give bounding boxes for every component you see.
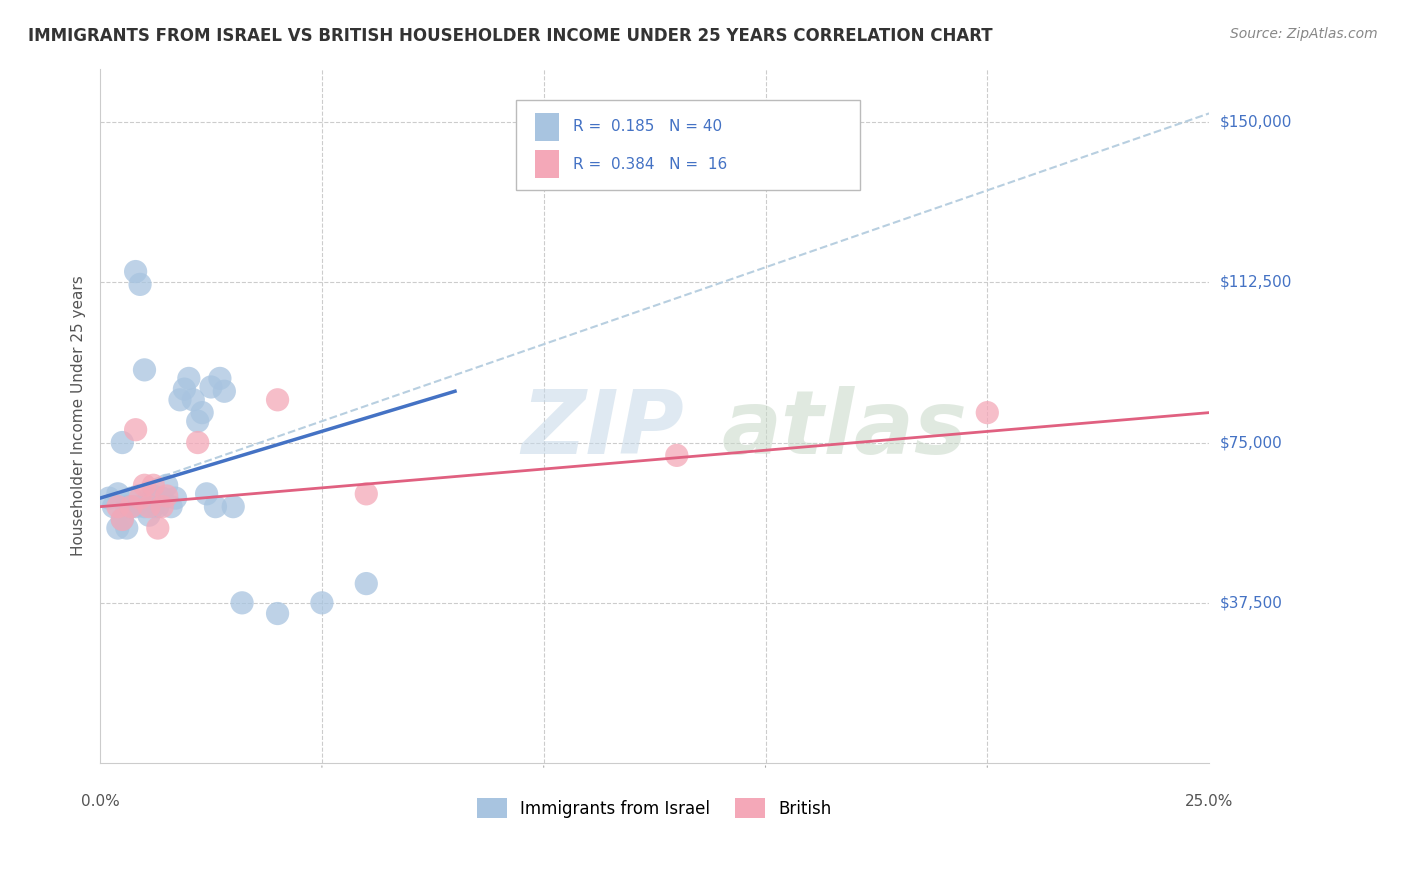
Point (120, 491, 142, 505)
Text: R =  0.384   N =  16: R = 0.384 N = 16 (572, 157, 727, 172)
Point (107, 521, 129, 535)
Point (142, 489, 165, 503)
Point (98, 491, 121, 505)
Point (146, 521, 169, 535)
FancyBboxPatch shape (534, 113, 560, 141)
Point (129, 277, 152, 292)
Point (177, 371, 200, 385)
Text: $75,000: $75,000 (1220, 435, 1282, 450)
Text: $150,000: $150,000 (1220, 114, 1292, 129)
Text: $112,500: $112,500 (1220, 275, 1292, 290)
Text: 25.0%: 25.0% (1185, 794, 1233, 809)
Point (142, 478, 165, 492)
Point (311, 596, 333, 610)
Point (111, 512, 134, 526)
Point (187, 414, 209, 428)
Point (146, 500, 169, 514)
Text: atlas: atlas (721, 386, 967, 474)
Y-axis label: Householder Income Under 25 years: Householder Income Under 25 years (72, 276, 86, 557)
Point (266, 607, 288, 621)
Legend: Immigrants from Israel, British: Immigrants from Israel, British (471, 792, 839, 824)
Point (200, 380, 222, 394)
Point (214, 384, 236, 399)
Point (107, 500, 129, 514)
Point (187, 435, 209, 450)
Point (160, 500, 183, 514)
Point (115, 500, 138, 514)
Point (181, 392, 204, 407)
Point (142, 500, 165, 514)
Point (665, 448, 688, 462)
FancyBboxPatch shape (534, 151, 560, 178)
Text: Source: ZipAtlas.com: Source: ZipAtlas.com (1230, 27, 1378, 41)
Point (124, 423, 146, 437)
Point (222, 500, 245, 514)
Point (266, 392, 288, 407)
Point (107, 487, 129, 501)
Point (356, 487, 378, 501)
Text: IMMIGRANTS FROM ISRAEL VS BRITISH HOUSEHOLDER INCOME UNDER 25 YEARS CORRELATION : IMMIGRANTS FROM ISRAEL VS BRITISH HOUSEH… (28, 27, 993, 45)
Point (356, 576, 378, 591)
Text: $37,500: $37,500 (1220, 595, 1284, 610)
Point (138, 491, 160, 505)
Point (124, 500, 146, 514)
Point (204, 500, 226, 514)
Point (134, 478, 156, 492)
Point (115, 521, 138, 535)
Point (976, 406, 998, 420)
Text: 0.0%: 0.0% (80, 794, 120, 809)
Point (150, 491, 173, 505)
Text: R =  0.185   N = 40: R = 0.185 N = 40 (572, 120, 721, 135)
Point (156, 478, 179, 492)
Point (191, 406, 214, 420)
Point (165, 491, 187, 505)
Point (173, 382, 195, 396)
Point (208, 371, 231, 385)
Point (138, 508, 160, 523)
Point (231, 596, 253, 610)
Point (134, 363, 156, 377)
Point (120, 500, 142, 514)
Point (150, 500, 173, 514)
Point (134, 500, 156, 514)
Point (156, 489, 179, 503)
Point (111, 512, 134, 526)
Point (138, 500, 160, 514)
Point (124, 264, 146, 278)
Point (129, 491, 152, 505)
Text: ZIP: ZIP (522, 386, 685, 474)
Point (103, 500, 125, 514)
Point (195, 487, 218, 501)
Point (111, 435, 134, 450)
Point (120, 500, 142, 514)
FancyBboxPatch shape (516, 100, 860, 190)
Point (169, 392, 191, 407)
